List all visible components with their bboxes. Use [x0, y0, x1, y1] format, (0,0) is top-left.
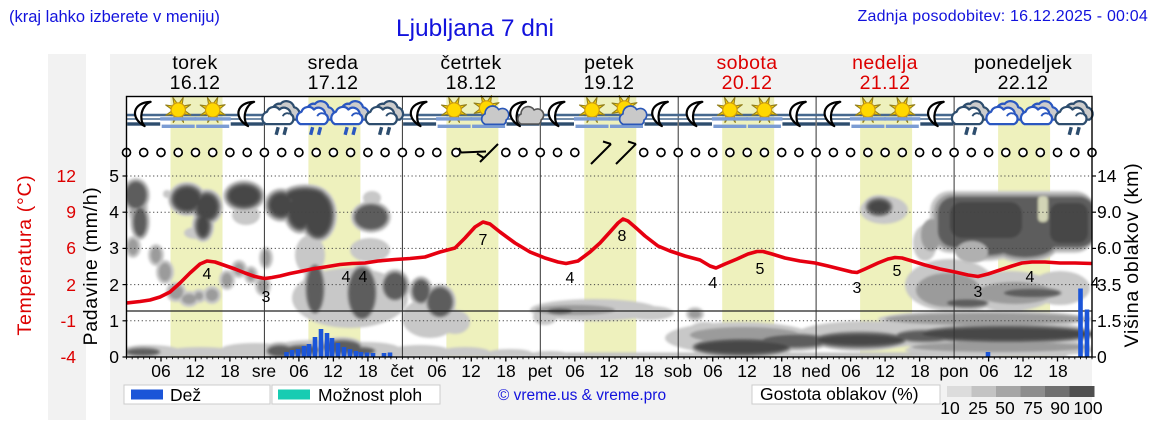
- svg-text:18.12: 18.12: [446, 72, 497, 94]
- svg-text:06: 06: [979, 361, 998, 381]
- svg-text:1.5: 1.5: [1097, 311, 1121, 331]
- svg-text:12: 12: [185, 361, 204, 381]
- svg-text:25: 25: [968, 398, 987, 418]
- svg-text:(kraj lahko izberete v meniju): (kraj lahko izberete v meniju): [9, 8, 220, 26]
- svg-text:Temperatura (°C): Temperatura (°C): [14, 175, 36, 336]
- svg-text:17.12: 17.12: [308, 72, 359, 94]
- svg-text:Ljubljana 7 dni: Ljubljana 7 dni: [396, 15, 554, 42]
- svg-text:06: 06: [841, 361, 860, 381]
- svg-text:4: 4: [203, 266, 212, 283]
- svg-text:Možnost ploh: Možnost ploh: [318, 385, 422, 405]
- svg-text:20.12: 20.12: [722, 72, 773, 94]
- svg-text:21.12: 21.12: [860, 72, 911, 94]
- svg-text:18: 18: [496, 361, 515, 381]
- svg-text:4: 4: [359, 269, 368, 286]
- svg-text:pet: pet: [528, 361, 552, 381]
- svg-text:18: 18: [772, 361, 791, 381]
- svg-text:-4: -4: [60, 347, 76, 367]
- svg-text:12: 12: [599, 361, 618, 381]
- svg-text:50: 50: [995, 398, 1015, 418]
- svg-text:5: 5: [109, 166, 119, 186]
- svg-text:9: 9: [66, 202, 76, 222]
- svg-text:nedelja: nedelja: [852, 52, 918, 74]
- svg-text:06: 06: [427, 361, 446, 381]
- svg-text:petek: petek: [584, 52, 634, 74]
- svg-text:18: 18: [220, 361, 239, 381]
- svg-text:Gostota oblakov (%): Gostota oblakov (%): [760, 384, 919, 404]
- svg-text:Višina oblakov (km): Višina oblakov (km): [1121, 163, 1143, 348]
- svg-text:3: 3: [853, 280, 862, 297]
- svg-text:sre: sre: [252, 361, 276, 381]
- svg-text:12: 12: [57, 166, 76, 186]
- svg-text:0: 0: [109, 347, 119, 367]
- svg-text:sobota: sobota: [717, 52, 778, 74]
- svg-text:4: 4: [566, 270, 575, 287]
- svg-text:14: 14: [1097, 166, 1117, 186]
- svg-text:4: 4: [109, 202, 119, 222]
- svg-text:18: 18: [910, 361, 929, 381]
- svg-text:7: 7: [479, 232, 488, 249]
- svg-text:4: 4: [342, 269, 351, 286]
- svg-text:12: 12: [461, 361, 480, 381]
- svg-text:3: 3: [262, 289, 271, 306]
- svg-text:0: 0: [1097, 347, 1107, 367]
- svg-text:2: 2: [66, 275, 76, 295]
- svg-text:Zadnja posodobitev: 16.12.2025: Zadnja posodobitev: 16.12.2025 - 00:04: [858, 8, 1148, 25]
- svg-text:100: 100: [1073, 398, 1102, 418]
- svg-text:čet: čet: [390, 361, 413, 381]
- svg-text:četrtek: četrtek: [440, 52, 501, 74]
- svg-text:sreda: sreda: [308, 52, 359, 74]
- svg-text:9.0: 9.0: [1097, 202, 1122, 222]
- svg-text:22.12: 22.12: [998, 72, 1049, 94]
- svg-text:18: 18: [634, 361, 653, 381]
- svg-text:10: 10: [940, 398, 960, 418]
- svg-text:5: 5: [756, 261, 765, 278]
- svg-text:12: 12: [1013, 361, 1032, 381]
- svg-text:© vreme.us & vreme.pro: © vreme.us & vreme.pro: [498, 387, 666, 404]
- svg-text:6.0: 6.0: [1097, 238, 1122, 258]
- svg-text:3.5: 3.5: [1097, 275, 1121, 295]
- svg-text:6: 6: [66, 238, 76, 258]
- svg-text:8: 8: [618, 228, 627, 245]
- svg-text:3: 3: [109, 238, 119, 258]
- svg-text:06: 06: [289, 361, 308, 381]
- svg-text:3: 3: [974, 284, 983, 301]
- svg-text:ponedeljek: ponedeljek: [974, 52, 1072, 74]
- svg-text:12: 12: [875, 361, 894, 381]
- svg-text:18: 18: [358, 361, 377, 381]
- svg-text:2: 2: [109, 275, 119, 295]
- svg-text:12: 12: [323, 361, 342, 381]
- svg-text:Dež: Dež: [170, 385, 201, 405]
- svg-text:sob: sob: [664, 361, 692, 381]
- svg-text:18: 18: [1048, 361, 1067, 381]
- svg-text:5: 5: [893, 263, 902, 280]
- svg-text:Padavine (mm/h): Padavine (mm/h): [80, 187, 102, 346]
- svg-text:12: 12: [737, 361, 756, 381]
- svg-text:16.12: 16.12: [170, 72, 221, 94]
- svg-text:75: 75: [1023, 398, 1042, 418]
- svg-text:06: 06: [703, 361, 722, 381]
- svg-text:-1: -1: [60, 311, 76, 331]
- svg-text:06: 06: [565, 361, 584, 381]
- svg-text:06: 06: [151, 361, 170, 381]
- svg-text:4: 4: [1091, 275, 1100, 292]
- svg-text:19.12: 19.12: [584, 72, 635, 94]
- svg-text:ned: ned: [801, 361, 830, 381]
- svg-text:4: 4: [709, 275, 718, 292]
- svg-text:pon: pon: [939, 361, 968, 381]
- svg-text:1: 1: [109, 311, 119, 331]
- svg-text:torek: torek: [172, 52, 217, 74]
- svg-text:90: 90: [1050, 398, 1070, 418]
- svg-text:4: 4: [1026, 269, 1035, 286]
